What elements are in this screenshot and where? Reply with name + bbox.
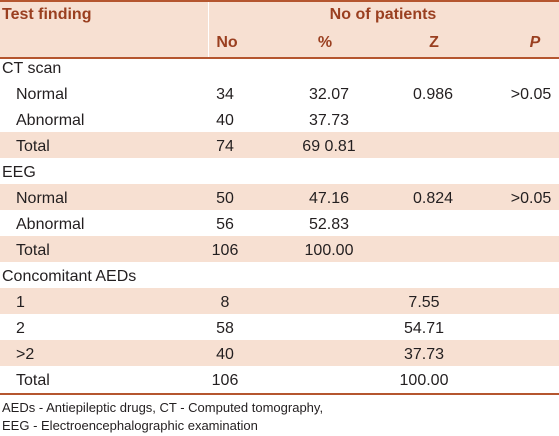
header-percent: % xyxy=(317,34,333,51)
section-title: CT scan xyxy=(2,60,62,77)
row-band xyxy=(0,236,559,262)
cell-no: 74 xyxy=(216,138,234,155)
row-label: >2 xyxy=(16,346,35,363)
top-rule xyxy=(0,0,559,2)
footnote: AEDs - Antiepileptic drugs, CT - Compute… xyxy=(2,400,324,415)
header-no-of-patients: No of patients xyxy=(329,6,437,23)
cell-z: 0.824 xyxy=(412,190,454,207)
bottom-rule xyxy=(0,393,559,395)
cell-no: 50 xyxy=(216,190,234,207)
header-divider xyxy=(208,2,209,57)
cell-p: >0.05 xyxy=(510,86,552,103)
cell-no: 40 xyxy=(216,112,234,129)
header-test-finding: Test finding xyxy=(2,6,92,23)
cell-z: 37.73 xyxy=(403,346,445,363)
row-label: Abnormal xyxy=(16,112,85,129)
cell-percent: 47.16 xyxy=(308,190,350,207)
table-header xyxy=(0,2,559,57)
row-band xyxy=(0,340,559,366)
header-rule xyxy=(0,57,559,59)
header-p: P xyxy=(529,34,541,51)
section-title: EEG xyxy=(2,164,36,181)
footnote: EEG - Electroencephalographic examinatio… xyxy=(2,418,258,433)
row-label: Abnormal xyxy=(16,216,85,233)
cell-p: >0.05 xyxy=(510,190,552,207)
row-label: Total xyxy=(16,242,50,259)
cell-percent: 52.83 xyxy=(308,216,350,233)
cell-no: 106 xyxy=(211,242,239,259)
cell-z: 54.71 xyxy=(403,320,445,337)
cell-percent: 37.73 xyxy=(308,112,350,129)
cell-no: 40 xyxy=(216,346,234,363)
cell-no: 106 xyxy=(211,372,239,389)
cell-no: 58 xyxy=(216,320,234,337)
row-label: Normal xyxy=(16,190,68,207)
row-label: Total xyxy=(16,138,50,155)
cell-no: 8 xyxy=(220,294,230,311)
cell-no: 56 xyxy=(216,216,234,233)
row-label: Normal xyxy=(16,86,68,103)
row-band xyxy=(0,184,559,210)
row-label: 1 xyxy=(16,294,25,311)
cell-percent: 100.00 xyxy=(304,242,354,259)
header-z: Z xyxy=(429,34,439,51)
row-label: 2 xyxy=(16,320,25,337)
row-label: Total xyxy=(16,372,50,389)
cell-percent: 69 0.81 xyxy=(302,138,356,155)
cell-z: 0.986 xyxy=(412,86,454,103)
row-band xyxy=(0,288,559,314)
data-table: Test finding No of patients No % Z P CT … xyxy=(0,0,559,395)
cell-percent: 32.07 xyxy=(308,86,350,103)
cell-z: 7.55 xyxy=(408,294,440,311)
cell-z: 100.00 xyxy=(399,372,449,389)
cell-no: 34 xyxy=(216,86,234,103)
header-no: No xyxy=(216,34,238,51)
row-band xyxy=(0,132,559,158)
section-title: Concomitant AEDs xyxy=(2,268,137,285)
